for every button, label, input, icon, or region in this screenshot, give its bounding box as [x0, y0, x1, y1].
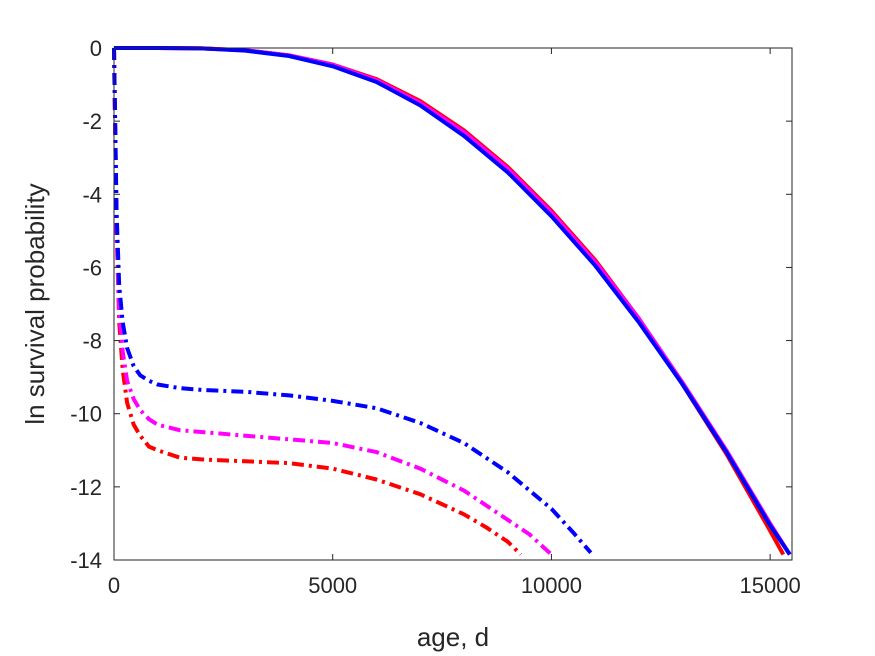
series-layer: [112, 46, 792, 556]
series-line-3: [114, 46, 792, 556]
x-tick-label: 15000: [740, 573, 801, 598]
x-axis-label: age, d: [417, 622, 489, 652]
plot-area: [114, 48, 792, 560]
x-tick-label: 10000: [521, 573, 582, 598]
y-tick-label: -12: [70, 475, 102, 500]
y-axis-ticks: 0 -2 -4 -6 -8 -10 -12 -14: [70, 36, 792, 573]
x-axis-ticks: 0 5000 10000 15000: [108, 48, 801, 598]
y-tick-label: -2: [82, 109, 102, 134]
x-tick-label: 5000: [308, 573, 357, 598]
y-tick-label: 0: [90, 36, 102, 61]
y-tick-label: -10: [70, 402, 102, 427]
series-line-6: [112, 47, 593, 555]
series-line-4: [112, 47, 523, 556]
y-tick-label: -6: [82, 255, 102, 280]
y-tick-label: -8: [82, 329, 102, 354]
plot-frame: [113, 47, 793, 561]
y-axis-label: ln survival probability: [20, 183, 50, 424]
series-line-5: [112, 47, 553, 556]
x-tick-label: 0: [108, 573, 120, 598]
y-tick-label: -4: [82, 182, 102, 207]
y-tick-label: -14: [70, 548, 102, 573]
